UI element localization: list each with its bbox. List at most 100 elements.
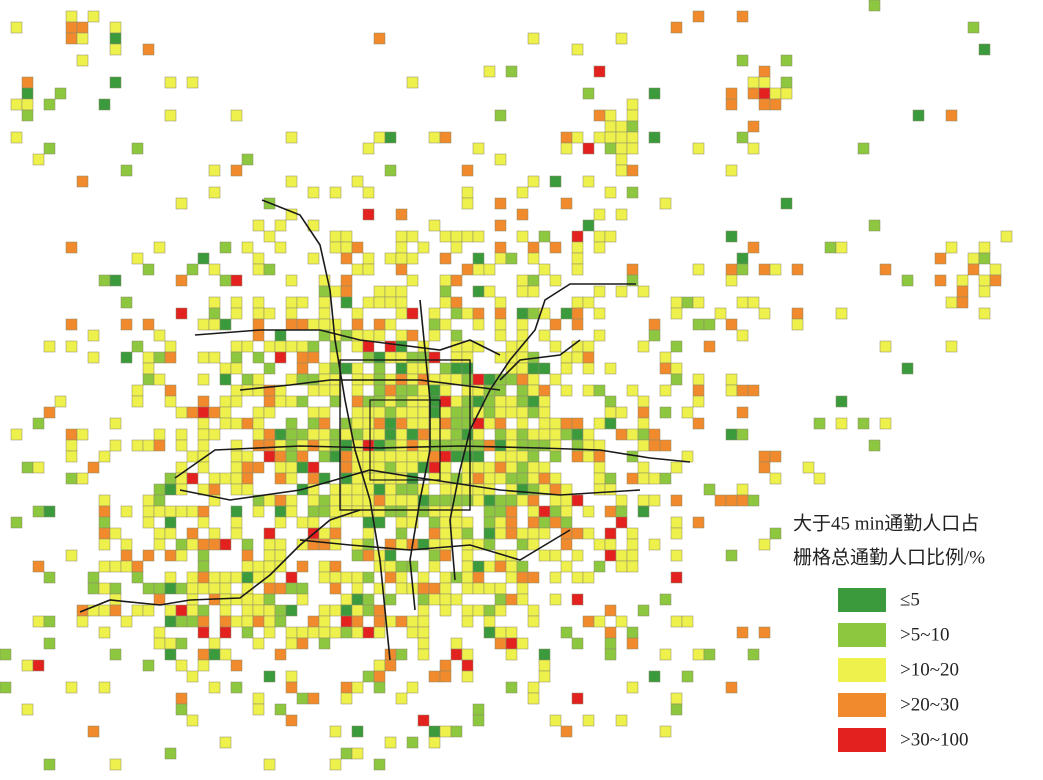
grid-cell [318,318,331,331]
grid-cell [395,406,408,419]
grid-cell [142,582,155,595]
legend-swatch [838,588,886,612]
grid-cell [659,362,672,375]
grid-cell [406,494,419,507]
grid-cell [615,615,628,628]
grid-cell [153,241,166,254]
grid-cell [197,604,210,617]
grid-cell [395,296,408,309]
grid-cell [582,351,595,364]
grid-cell [274,703,287,716]
grid-cell [450,725,463,738]
grid-cell [87,10,100,23]
grid-cell [604,626,617,639]
grid-cell [384,659,397,672]
grid-cell [395,208,408,221]
grid-cell [505,461,518,474]
grid-cell [307,516,320,529]
grid-cell [967,263,980,276]
grid-cell [109,648,122,661]
grid-cell [571,527,584,540]
grid-cell [373,417,386,430]
grid-cell [593,461,606,474]
grid-cell [989,263,1002,276]
legend-title: 大于45 min通勤人口占 [793,512,979,534]
grid-cell [98,604,111,617]
grid-cell [329,758,342,771]
grid-cell [76,175,89,188]
grid-cell [131,439,144,452]
grid-cell [549,274,562,287]
grid-cell [483,406,496,419]
grid-cell [725,384,738,397]
grid-cell [725,681,738,694]
grid-cell [142,373,155,386]
grid-cell [978,274,991,287]
grid-cell [296,461,309,474]
grid-cell [692,373,705,386]
grid-cell [560,131,573,144]
grid-cell [428,450,441,463]
grid-cell [76,428,89,441]
grid-cell [615,494,628,507]
grid-cell [637,395,650,408]
grid-cell [494,626,507,639]
grid-cell [637,472,650,485]
grid-cell [549,417,562,430]
grid-cell [747,296,760,309]
grid-cell [362,142,375,155]
grid-cell [417,648,430,661]
grid-cell [87,725,100,738]
grid-cell [153,593,166,606]
grid-cell [758,76,771,89]
grid-cell [571,494,584,507]
grid-cell [43,142,56,155]
grid-cell [560,505,573,518]
grid-cell [208,164,221,177]
grid-cell [758,87,771,100]
grid-cell [252,428,265,441]
grid-cell [626,538,639,551]
grid-cell [252,351,265,364]
grid-cell [318,406,331,419]
grid-cell [472,230,485,243]
grid-cell [648,87,661,100]
grid-cell [989,274,1002,287]
grid-cell [593,560,606,573]
grid-cell [439,252,452,265]
grid-cell [516,571,529,584]
grid-cell [604,483,617,496]
grid-cell [351,725,364,738]
grid-cell [208,494,221,507]
grid-cell [439,318,452,331]
legend: ≤5 >5~10 >10~20 >20~30 >30~100 [838,588,969,752]
grid-cell [219,318,232,331]
grid-cell [703,483,716,496]
grid-cell [725,274,738,287]
grid-cell [175,197,188,210]
grid-cell [263,615,276,628]
grid-cell [780,76,793,89]
grid-cell [307,340,320,353]
grid-cell [747,120,760,133]
grid-cell [516,637,529,650]
grid-cell [648,538,661,551]
grid-cell [186,538,199,551]
grid-cell [417,714,430,727]
grid-cell [615,549,628,562]
grid-cell [384,417,397,430]
grid-cell [230,571,243,584]
grid-cell [197,252,210,265]
grid-cell [538,417,551,430]
grid-cell [65,21,78,34]
grid-cell [505,428,518,441]
grid-cell [307,461,320,474]
grid-cell [505,681,518,694]
grid-cell [318,285,331,298]
grid-cell [175,549,188,562]
grid-cell [439,549,452,562]
grid-cell [450,296,463,309]
grid-cell [780,54,793,67]
grid-cell [505,406,518,419]
grid-cell [219,395,232,408]
